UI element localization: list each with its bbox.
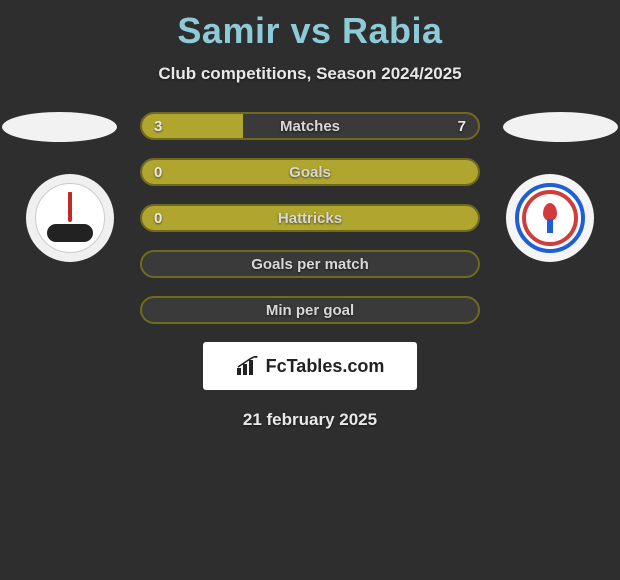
page-title: Samir vs Rabia: [0, 0, 620, 52]
stat-rows: 3 Matches 7 0 Goals 0 Hattricks Goals pe…: [140, 112, 480, 324]
brand-text: FcTables.com: [266, 356, 385, 377]
right-club-badge: [506, 174, 594, 262]
stat-row: 0 Goals: [140, 158, 480, 186]
left-club-badge: [26, 174, 114, 262]
stat-right-value: [454, 298, 478, 322]
right-player-ellipse: [503, 112, 618, 142]
stat-row: 0 Hattricks: [140, 204, 480, 232]
stat-label: Min per goal: [142, 298, 478, 322]
date-text: 21 february 2025: [0, 410, 620, 430]
stat-right-value: 7: [446, 114, 478, 138]
stat-label: Goals: [142, 160, 478, 184]
stat-right-value: [454, 252, 478, 276]
comparison-panel: 3 Matches 7 0 Goals 0 Hattricks Goals pe…: [0, 112, 620, 430]
left-player-ellipse: [2, 112, 117, 142]
right-club-badge-graphic: [515, 183, 585, 253]
stat-row: 3 Matches 7: [140, 112, 480, 140]
stat-label: Hattricks: [142, 206, 478, 230]
brand-box: FcTables.com: [203, 342, 417, 390]
chart-icon: [236, 356, 260, 376]
stat-right-value: [454, 160, 478, 184]
stat-label: Goals per match: [142, 252, 478, 276]
stat-row: Goals per match: [140, 250, 480, 278]
left-club-badge-graphic: [35, 183, 105, 253]
stat-label: Matches: [142, 114, 478, 138]
subtitle: Club competitions, Season 2024/2025: [0, 64, 620, 84]
stat-row: Min per goal: [140, 296, 480, 324]
stat-right-value: [454, 206, 478, 230]
